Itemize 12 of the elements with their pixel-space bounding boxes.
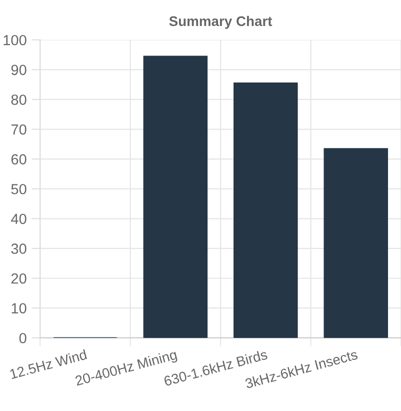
y-tick-label: 70 [11, 124, 26, 135]
y-tick-label: 50 [11, 184, 26, 194]
y-tick-label: 0 [19, 332, 26, 344]
y-tick-label: 80 [11, 94, 26, 105]
y-tick-label: 10 [12, 303, 26, 314]
y-tick-label: 40 [11, 214, 26, 224]
chart-title: Summary Chart [169, 16, 272, 29]
y-tick-label: 90 [11, 64, 26, 76]
y-tick-label: 30 [11, 244, 26, 254]
y-tick-label: 60 [11, 154, 26, 164]
y-tick-label: 100 [4, 34, 26, 46]
y-tick-label: 20 [11, 273, 26, 284]
